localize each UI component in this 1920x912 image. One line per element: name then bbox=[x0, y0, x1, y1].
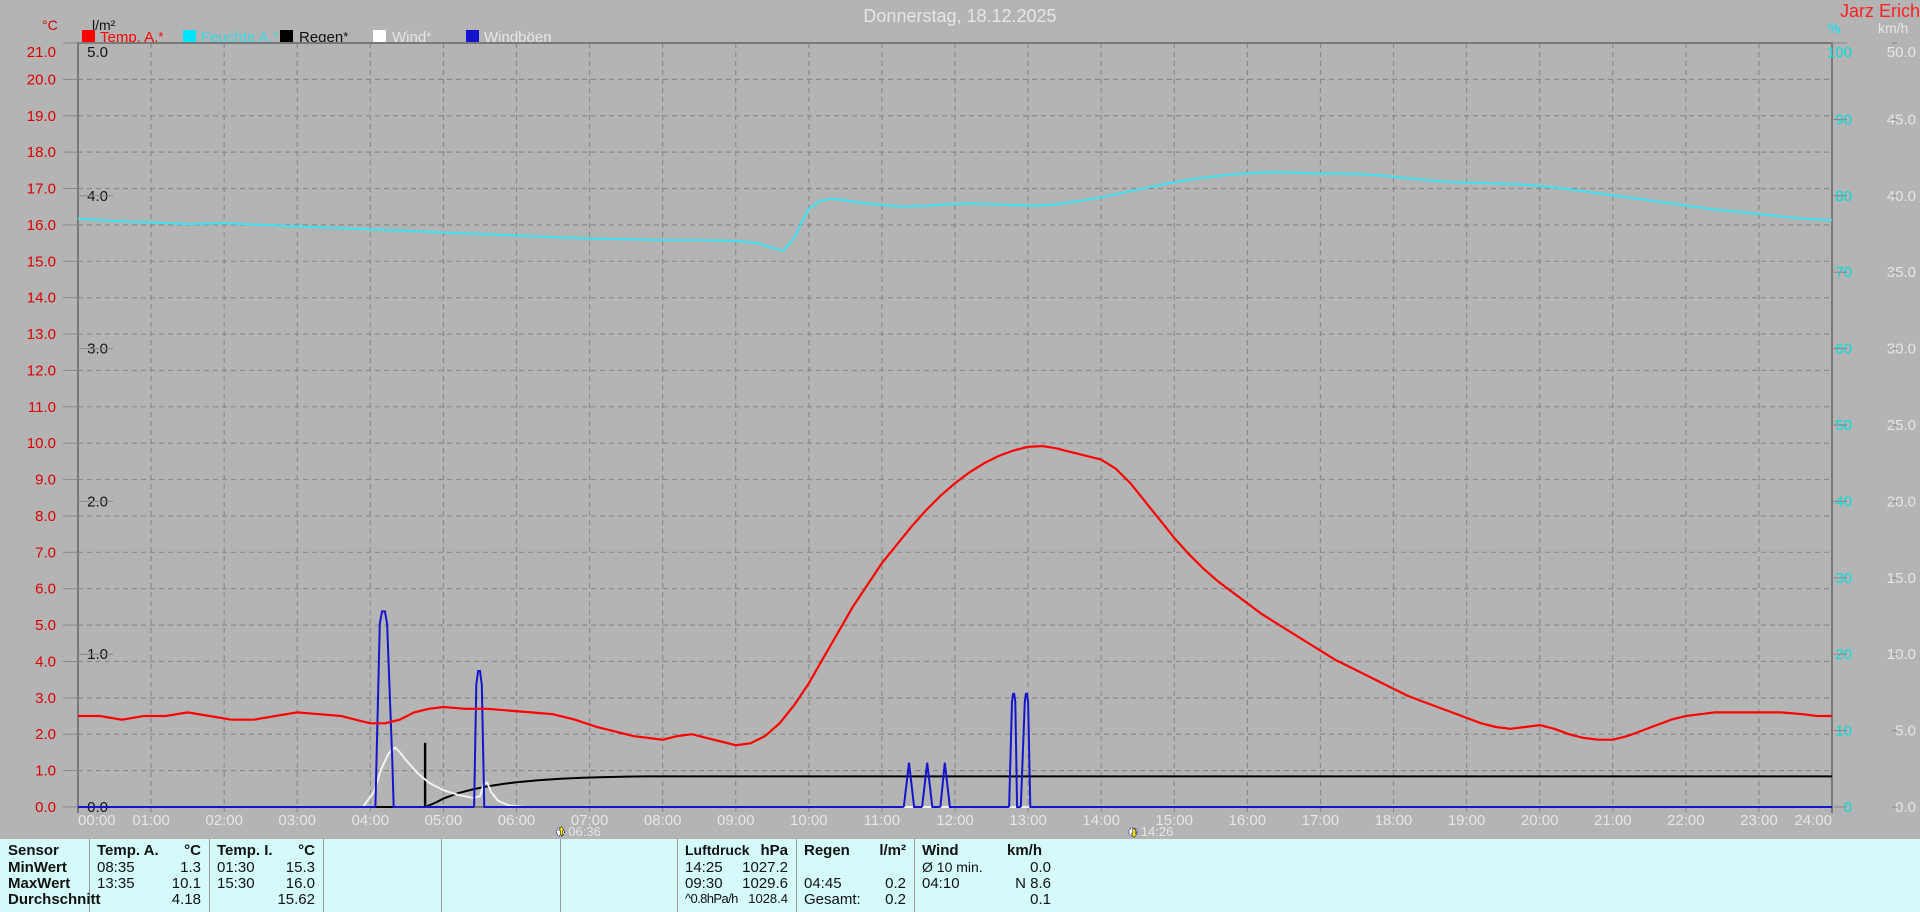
svg-text:5.0: 5.0 bbox=[1895, 723, 1916, 740]
svg-text:8.0: 8.0 bbox=[35, 508, 56, 525]
svg-text:20.0: 20.0 bbox=[27, 71, 56, 88]
svg-text:16:00: 16:00 bbox=[1229, 812, 1267, 829]
svg-text:18.0: 18.0 bbox=[27, 144, 56, 161]
svg-text:2.0: 2.0 bbox=[35, 726, 56, 743]
svg-text:50.0: 50.0 bbox=[1887, 44, 1916, 61]
svg-text:21.0: 21.0 bbox=[27, 44, 56, 61]
svg-text:23:00: 23:00 bbox=[1740, 812, 1778, 829]
svg-text:4.0: 4.0 bbox=[35, 654, 56, 671]
svg-text:10:00: 10:00 bbox=[790, 812, 828, 829]
svg-text:21:00: 21:00 bbox=[1594, 812, 1632, 829]
svg-text:20:00: 20:00 bbox=[1521, 812, 1559, 829]
svg-text:100: 100 bbox=[1827, 44, 1852, 61]
svg-text:10.0: 10.0 bbox=[1887, 646, 1916, 663]
svg-text:08:00: 08:00 bbox=[644, 812, 682, 829]
svg-text:19.0: 19.0 bbox=[27, 108, 56, 125]
svg-text:5.0: 5.0 bbox=[35, 617, 56, 634]
svg-text:24:00: 24:00 bbox=[1794, 812, 1832, 829]
svg-text:10.0: 10.0 bbox=[27, 435, 56, 452]
svg-text:5.0: 5.0 bbox=[87, 44, 108, 61]
svg-text:20.0: 20.0 bbox=[1887, 493, 1916, 510]
svg-text:16.0: 16.0 bbox=[27, 217, 56, 234]
svg-text:17:00: 17:00 bbox=[1302, 812, 1340, 829]
svg-text:0.0: 0.0 bbox=[35, 799, 56, 816]
svg-text:13:00: 13:00 bbox=[1009, 812, 1047, 829]
svg-text:7.0: 7.0 bbox=[35, 544, 56, 561]
svg-text:11.0: 11.0 bbox=[28, 399, 56, 416]
svg-text:01:00: 01:00 bbox=[132, 812, 170, 829]
svg-text:15.0: 15.0 bbox=[1887, 570, 1916, 587]
svg-text:17.0: 17.0 bbox=[27, 181, 56, 198]
svg-text:18:00: 18:00 bbox=[1375, 812, 1413, 829]
svg-text:06:36: 06:36 bbox=[568, 824, 601, 839]
svg-text:04:00: 04:00 bbox=[352, 812, 390, 829]
svg-text:14:26: 14:26 bbox=[1141, 824, 1174, 839]
svg-text:9.0: 9.0 bbox=[35, 472, 56, 489]
svg-text:14:00: 14:00 bbox=[1082, 812, 1120, 829]
svg-text:06:00: 06:00 bbox=[498, 812, 536, 829]
svg-text:40.0: 40.0 bbox=[1887, 188, 1916, 205]
svg-text:22:00: 22:00 bbox=[1667, 812, 1705, 829]
svg-text:19:00: 19:00 bbox=[1448, 812, 1486, 829]
svg-text:00:00: 00:00 bbox=[78, 812, 116, 829]
svg-text:13.0: 13.0 bbox=[27, 326, 56, 343]
svg-text:1.0: 1.0 bbox=[35, 763, 56, 780]
svg-text:05:00: 05:00 bbox=[425, 812, 463, 829]
svg-text:35.0: 35.0 bbox=[1887, 264, 1916, 281]
svg-text:03:00: 03:00 bbox=[278, 812, 316, 829]
svg-text:45.0: 45.0 bbox=[1887, 111, 1916, 128]
svg-text:0.0: 0.0 bbox=[1895, 799, 1916, 816]
svg-text:12.0: 12.0 bbox=[27, 362, 56, 379]
svg-text:11:00: 11:00 bbox=[864, 812, 900, 829]
svg-text:3.0: 3.0 bbox=[35, 690, 56, 707]
svg-text:30.0: 30.0 bbox=[1887, 341, 1916, 358]
svg-text:02:00: 02:00 bbox=[205, 812, 243, 829]
svg-text:14.0: 14.0 bbox=[27, 290, 56, 307]
svg-text:25.0: 25.0 bbox=[1887, 417, 1916, 434]
svg-text:6.0: 6.0 bbox=[35, 581, 56, 598]
svg-text:12:00: 12:00 bbox=[936, 812, 974, 829]
svg-text:09:00: 09:00 bbox=[717, 812, 755, 829]
svg-text:15.0: 15.0 bbox=[27, 253, 56, 270]
